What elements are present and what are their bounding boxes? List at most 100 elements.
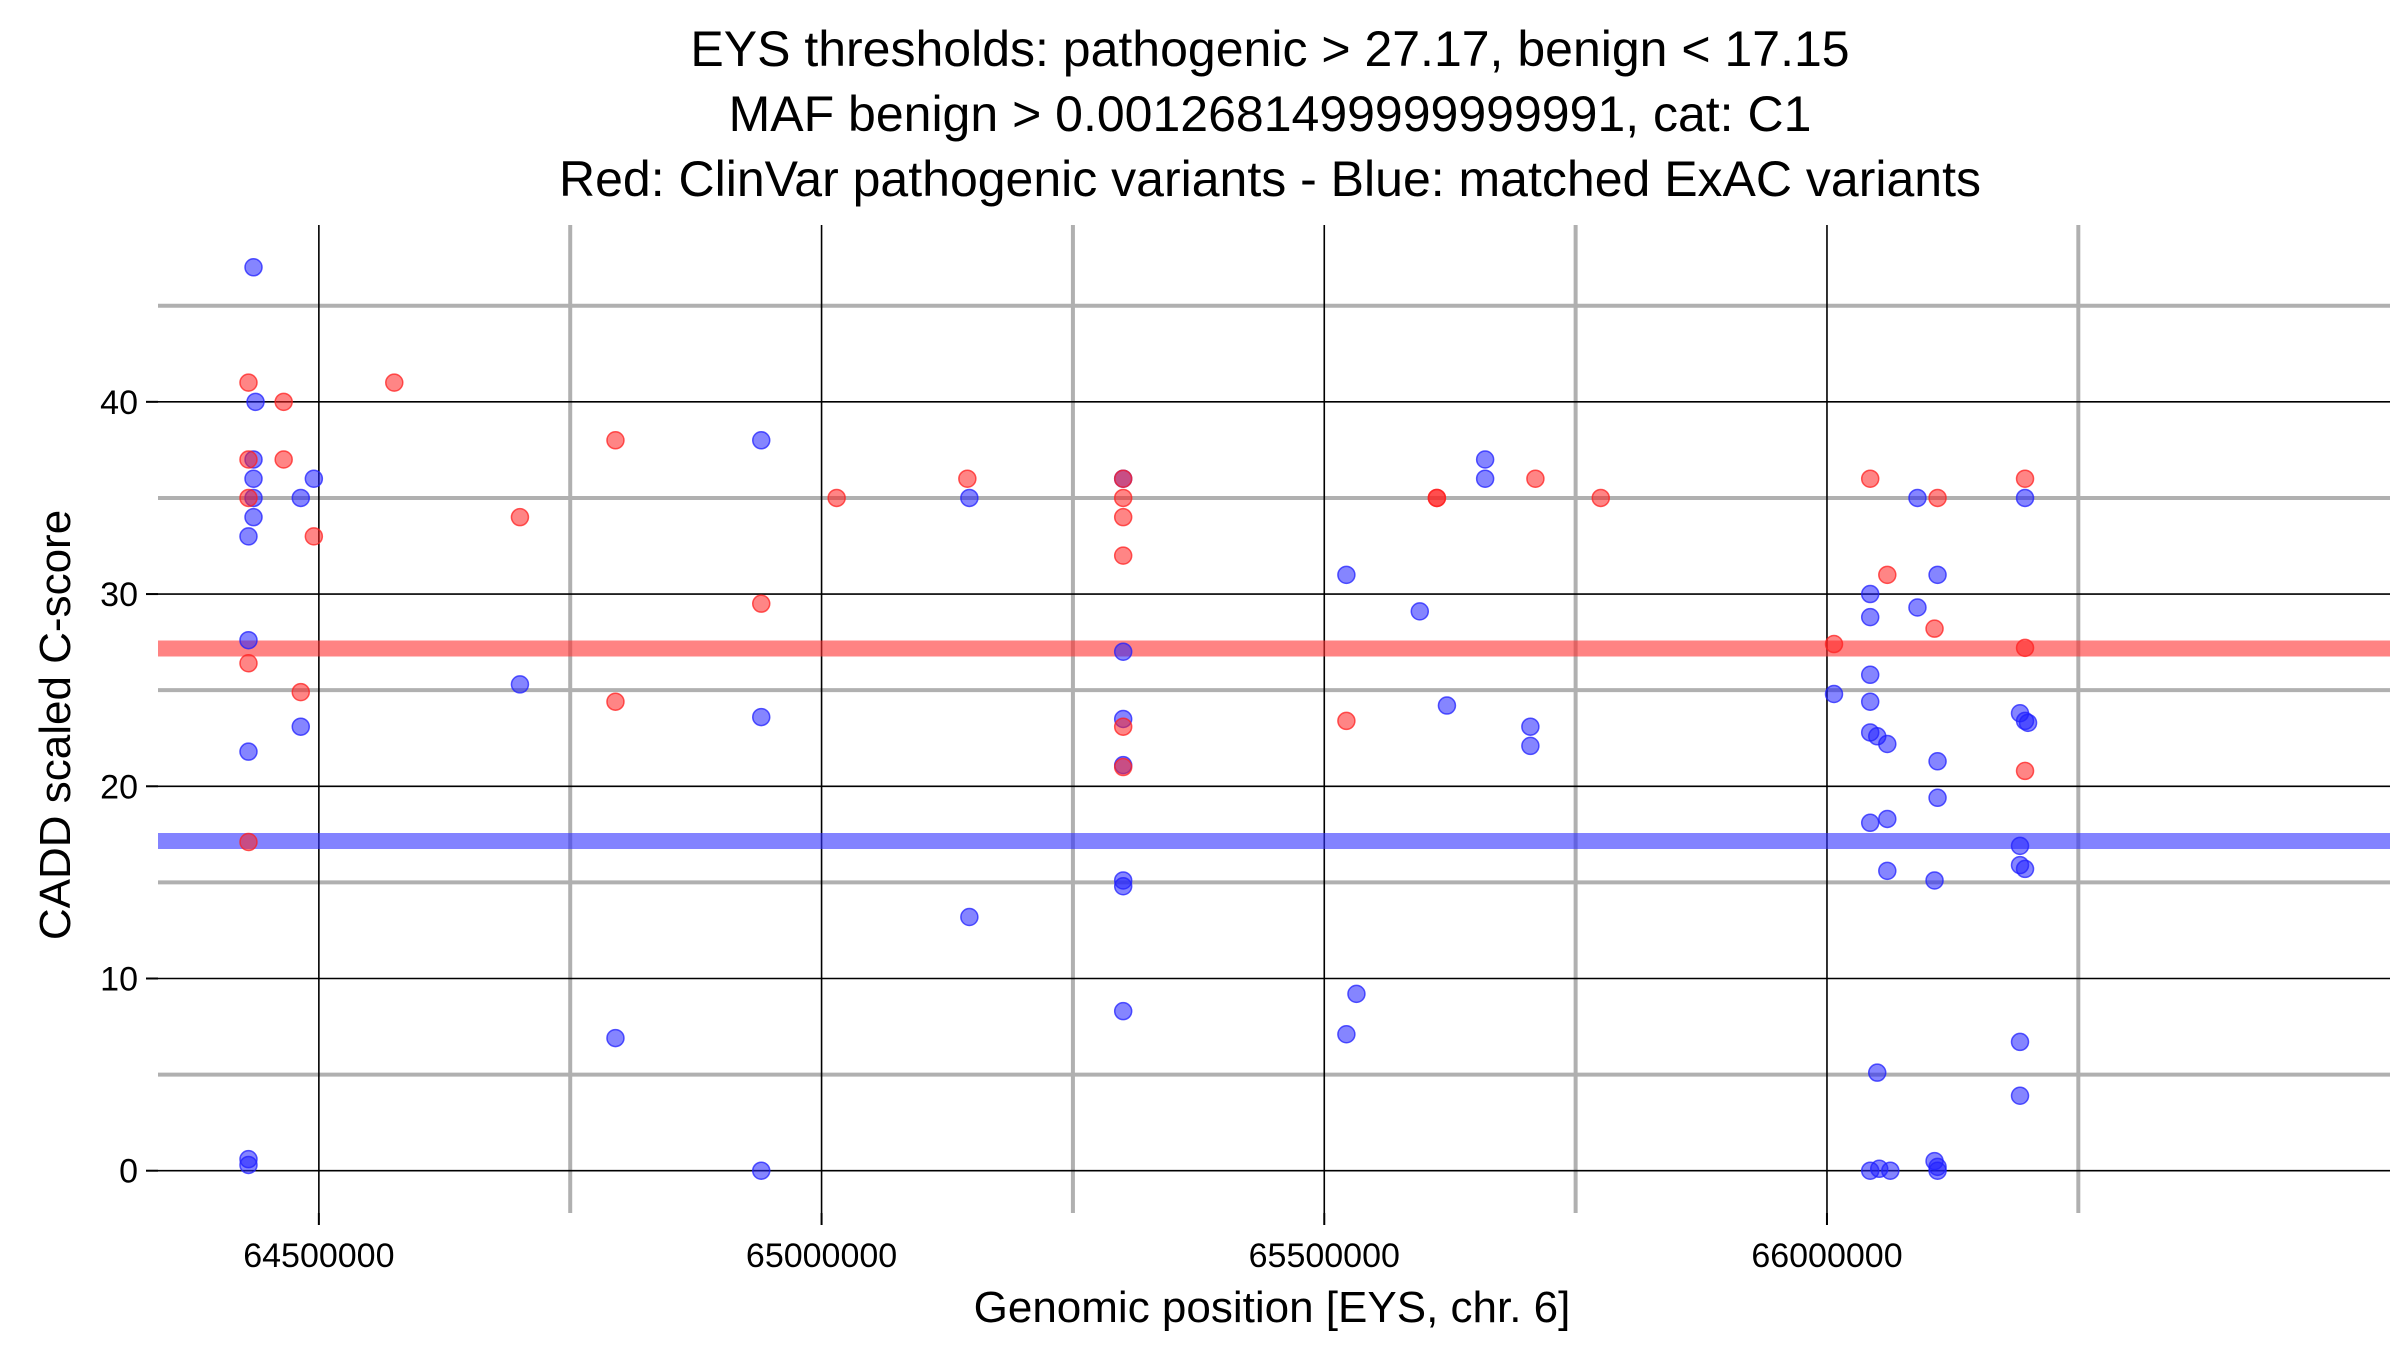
exac-point [1860,607,1880,627]
chart-title-line-1: EYS thresholds: pathogenic > 27.17, beni… [690,21,1849,77]
chart-title-line-3: Red: ClinVar pathogenic variants - Blue:… [559,151,1981,207]
x-tick-label: 66000000 [1751,1237,1902,1275]
pathogenic-point [827,488,846,508]
exac-point [246,392,265,412]
y-tick-label: 30 [100,576,138,614]
pathogenic-point [274,450,293,469]
exac-point [2018,713,2038,733]
exac-point [1410,602,1430,621]
pathogenic-point [304,527,324,546]
pathogenic-point [1878,565,1897,585]
exac-point [1113,642,1133,661]
exac-point [1347,984,1366,1004]
exac-point [1928,565,1947,585]
exac-point [2010,836,2030,856]
grid-lines [158,225,2390,1213]
pathogenic-point [1591,488,1611,508]
exac-point [1878,861,1897,881]
pathogenic-point [239,488,258,508]
exac-point [244,507,263,527]
pathogenic-point [606,431,625,450]
exac-point [960,488,979,508]
pathogenic-point [239,450,258,469]
pathogenic-point [510,507,530,527]
exac-point [1867,1063,1887,1082]
threshold-lines [158,640,2390,850]
x-axis-label: Genomic position [EYS, chr. 6] [974,1283,1571,1332]
exac-point [1860,584,1880,604]
exac-point [1337,1024,1356,1044]
exac-point [239,527,258,546]
exac-point [1928,788,1947,808]
exac-point [1881,1161,1900,1180]
exac-point [1928,752,1947,771]
data-points [239,258,2038,1180]
pathogenic-point [2015,638,2035,658]
exac-point [1925,871,1944,890]
exac-point [244,258,263,277]
exac-point [2010,1032,2030,1052]
pathogenic-point [274,392,293,412]
exac-point [1908,488,1927,508]
exac-point [510,675,530,694]
pathogenic-point [239,373,258,392]
x-tick-label: 65000000 [746,1237,897,1275]
exac-point [1824,684,1844,704]
exac-point [244,469,263,488]
exac-point [1908,598,1927,617]
pathogenic-point [239,654,258,673]
exac-point [751,1161,771,1180]
pathogenic-point [2015,469,2035,488]
exac-point [291,717,311,736]
x-tick-label: 64500000 [243,1237,394,1275]
pathogenic-point [1113,546,1133,565]
exac-point [1860,665,1880,685]
pathogenic-point [958,469,977,488]
pathogenic-point [1925,619,1944,638]
exac-point [1337,565,1356,585]
exac-point [291,488,311,508]
exac-point [606,1028,625,1048]
pathogenic-point [385,373,404,392]
exac-point [1860,813,1880,833]
exac-point [2015,488,2035,508]
pathogenic-point [1824,634,1844,654]
exac-point [1113,876,1133,896]
exac-point [2015,859,2035,879]
exac-point [960,907,979,927]
pathogenic-point [1860,469,1880,488]
pathogenic-point [751,594,771,613]
y-tick-label: 10 [100,960,138,998]
exac-point [239,630,258,650]
exac-point [1860,692,1880,711]
pathogenic-point [1337,711,1356,731]
exac-point [1113,1001,1133,1021]
exac-point [1521,717,1540,736]
pathogenic-point [1113,717,1133,736]
exac-point [1437,696,1457,715]
exac-point [1475,450,1495,469]
y-tick-label: 20 [100,768,138,806]
exac-point [1878,734,1897,754]
pathogenic-point [2015,761,2035,781]
pathogenic-point [1113,469,1133,488]
exac-point [1878,809,1897,829]
exac-point [2010,1086,2030,1105]
pathogenic-point [1928,488,1947,508]
chart-title: EYS thresholds: pathogenic > 27.17, beni… [559,21,1981,207]
y-tick-label: 0 [119,1153,138,1191]
pathogenic-point [1113,488,1133,508]
pathogenic-point [1526,469,1545,488]
exac-point [1475,469,1495,488]
pathogenic-point [239,832,258,852]
y-tick-label: 40 [100,384,138,422]
axis-ticks: 0 10 20 30 40 64500000 65000000 65500000 6600000… [100,384,1902,1275]
chart-title-line-2: MAF benign > 0.0012681499999999991, cat:… [729,86,1812,142]
y-axis-label: CADD scaled C-score [31,510,80,940]
exac-point [751,707,771,727]
exac-point [239,1155,258,1175]
pathogenic-point [1113,757,1133,777]
exac-point [239,742,258,761]
pathogenic-point [1427,488,1447,508]
